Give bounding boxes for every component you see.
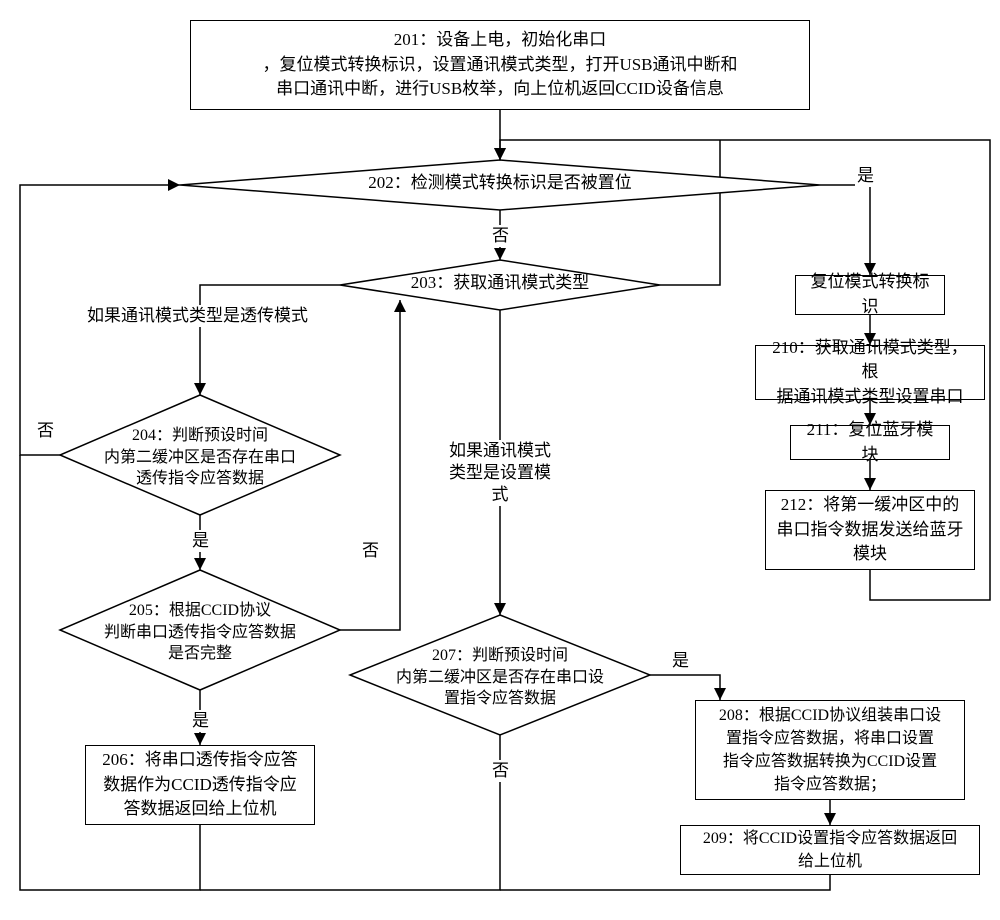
node-207-text: 207：判断预设时间内第二缓冲区是否存在串口设置指令应答数据	[380, 645, 620, 710]
label-207-no: 否	[490, 760, 511, 782]
node-reset-flag-text: 复位模式转换标识	[804, 270, 936, 319]
node-205-text: 205：根据CCID协议判断串口透传指令应答数据是否完整	[85, 600, 315, 665]
label-205-yes: 是	[190, 710, 211, 732]
node-reset-flag: 复位模式转换标识	[795, 275, 945, 315]
label-204-no: 否	[35, 420, 56, 442]
node-210-text: 210：获取通讯模式类型，根据通讯模式类型设置串口	[764, 336, 976, 410]
label-203-set: 如果通讯模式类型是设置模式	[440, 440, 560, 506]
node-201: 201：设备上电，初始化串口，复位模式转换标识，设置通讯模式类型，打开USB通讯…	[190, 20, 810, 110]
node-201-text: 201：设备上电，初始化串口，复位模式转换标识，设置通讯模式类型，打开USB通讯…	[262, 28, 737, 102]
label-205-no: 否	[360, 540, 381, 562]
node-210: 210：获取通讯模式类型，根据通讯模式类型设置串口	[755, 345, 985, 400]
node-212-text: 212：将第一缓冲区中的串口指令数据发送给蓝牙模块	[777, 493, 964, 567]
node-206: 206：将串口透传指令应答数据作为CCID透传指令应答数据返回给上位机	[85, 745, 315, 825]
node-209-text: 209：将CCID设置指令应答数据返回给上位机	[703, 827, 957, 873]
node-202-text: 202：检测模式转换标识是否被置位	[255, 172, 745, 195]
label-204-yes: 是	[190, 530, 211, 552]
node-208-text: 208：根据CCID协议组装串口设置指令应答数据，将串口设置指令应答数据转换为C…	[719, 704, 941, 797]
node-209: 209：将CCID设置指令应答数据返回给上位机	[680, 825, 980, 875]
label-203-pass: 如果通讯模式类型是透传模式	[75, 305, 320, 327]
label-202-yes: 是	[855, 165, 876, 187]
node-204-text: 204：判断预设时间内第二缓冲区是否存在串口透传指令应答数据	[90, 425, 310, 490]
node-203-text: 203：获取通讯模式类型	[390, 272, 610, 295]
node-211-text: 211：复位蓝牙模块	[799, 418, 941, 467]
node-211: 211：复位蓝牙模块	[790, 425, 950, 460]
node-206-text: 206：将串口透传指令应答数据作为CCID透传指令应答数据返回给上位机	[102, 748, 298, 822]
label-202-no: 否	[490, 225, 511, 247]
flowchart-canvas: 201：设备上电，初始化串口，复位模式转换标识，设置通讯模式类型，打开USB通讯…	[0, 0, 1000, 920]
label-207-yes: 是	[670, 650, 691, 672]
node-208: 208：根据CCID协议组装串口设置指令应答数据，将串口设置指令应答数据转换为C…	[695, 700, 965, 800]
node-212: 212：将第一缓冲区中的串口指令数据发送给蓝牙模块	[765, 490, 975, 570]
